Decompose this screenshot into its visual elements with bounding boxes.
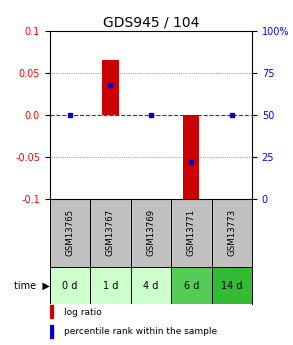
Text: 6 d: 6 d: [184, 281, 199, 290]
Bar: [50, 305, 53, 318]
Bar: [50, 267, 90, 304]
Text: log ratio: log ratio: [64, 308, 102, 317]
Bar: [212, 267, 252, 304]
Text: time  ▶: time ▶: [14, 281, 50, 290]
Title: GDS945 / 104: GDS945 / 104: [103, 16, 199, 30]
Text: 4 d: 4 d: [143, 281, 159, 290]
Text: GSM13773: GSM13773: [227, 209, 236, 256]
Text: GSM13769: GSM13769: [146, 209, 155, 256]
Text: 1 d: 1 d: [103, 281, 118, 290]
Text: 0 d: 0 d: [62, 281, 78, 290]
Text: percentile rank within the sample: percentile rank within the sample: [64, 327, 217, 336]
Text: GSM13771: GSM13771: [187, 209, 196, 256]
Text: GSM13767: GSM13767: [106, 209, 115, 256]
Text: GSM13765: GSM13765: [66, 209, 74, 256]
Bar: [131, 267, 171, 304]
Bar: [50, 325, 53, 338]
Bar: [102, 60, 119, 115]
Text: 14 d: 14 d: [221, 281, 243, 290]
Bar: [90, 267, 131, 304]
Bar: [183, 115, 200, 200]
Bar: [171, 267, 212, 304]
